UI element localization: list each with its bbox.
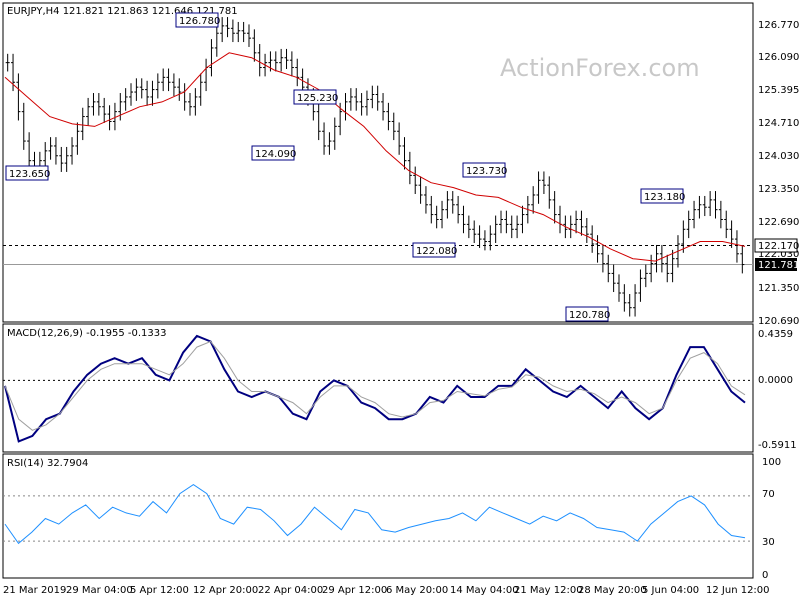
price-tick-label: 124.030 — [758, 151, 799, 162]
annotation-box — [5, 165, 49, 181]
x-tick-label: 29 Apr 12:00 — [322, 585, 387, 596]
rsi-tick-label: 70 — [762, 489, 775, 500]
annotation-text: 126.780 — [179, 16, 220, 27]
x-tick-label: 21 May 12:00 — [514, 585, 583, 596]
price-tick-label: 124.710 — [758, 118, 799, 129]
annotation-label: 123.180 — [640, 188, 685, 204]
price-tick-label: 125.395 — [758, 85, 799, 96]
price-tick-label: 126.770 — [758, 20, 799, 31]
rsi-panel-frame — [2, 453, 754, 579]
annotation-label: 126.780 — [175, 12, 220, 28]
macd-signal-line — [4, 340, 746, 431]
macd-tick-label: 0.0000 — [758, 375, 793, 386]
x-tick-label: 5 Jun 04:00 — [642, 585, 699, 596]
x-tick-label: 29 Mar 04:00 — [66, 585, 133, 596]
annotation-text: 120.780 — [569, 310, 610, 321]
annotation-box — [565, 306, 609, 322]
annotation-box — [412, 242, 456, 258]
annotation-box — [175, 12, 219, 28]
rsi-tick-label: 0 — [762, 570, 768, 581]
level-tag-text: 121.781 — [758, 260, 799, 271]
x-tick-label: 28 May 20:00 — [578, 585, 647, 596]
price-tick-label: 121.350 — [758, 283, 799, 294]
annotation-text: 122.080 — [416, 246, 457, 257]
price-tick-label: 122.690 — [758, 217, 799, 228]
price-tick-label: 122.030 — [758, 249, 799, 260]
price-tick-label: 126.090 — [758, 52, 799, 63]
x-tick-label: 22 Apr 04:00 — [258, 585, 323, 596]
level-tag-121781: 121.781 — [755, 258, 799, 271]
level-tag-122170: 122.170 — [754, 238, 799, 253]
annotation-box — [640, 188, 684, 204]
annotation-text: 123.730 — [466, 166, 507, 177]
price-tick-label: 120.690 — [758, 316, 799, 327]
macd-tick-label: 0.4359 — [758, 329, 793, 340]
x-tick-label: 14 May 04:00 — [450, 585, 519, 596]
x-tick-label: 21 Mar 2019 — [3, 585, 66, 596]
level-tag-box — [754, 238, 798, 253]
macd-panel-frame — [2, 323, 754, 453]
x-tick-label: 6 May 20:00 — [386, 585, 448, 596]
annotation-text: 124.090 — [255, 149, 296, 160]
level-tag-text: 122.170 — [758, 241, 799, 252]
level-tag-box — [755, 258, 797, 271]
annotation-box — [251, 145, 295, 161]
moving-average-line — [4, 52, 746, 262]
x-tick-label: 12 Jun 12:00 — [706, 585, 770, 596]
x-tick-label: 5 Apr 12:00 — [130, 585, 189, 596]
rsi-tick-label: 30 — [762, 537, 775, 548]
price-panel-title: EURJPY,H4 121.821 121.863 121.646 121.78… — [7, 6, 238, 17]
rsi-tick-label: 100 — [762, 457, 781, 468]
annotation-label: 125.230 — [293, 89, 338, 105]
price-tick-label: 123.350 — [758, 184, 799, 195]
annotation-label: 123.730 — [462, 162, 507, 178]
annotation-label: 123.650 — [5, 165, 50, 181]
annotation-text: 123.650 — [9, 169, 50, 180]
annotation-box — [462, 162, 506, 178]
x-tick-label: 12 Apr 20:00 — [193, 585, 258, 596]
rsi-panel-title: RSI(14) 32.7904 — [7, 458, 88, 469]
annotation-text: 123.180 — [644, 192, 685, 203]
annotation-box — [293, 89, 337, 105]
watermark: ActionForex.com — [500, 54, 700, 82]
annotation-label: 120.780 — [565, 306, 610, 322]
macd-panel-title: MACD(12,26,9) -0.1955 -0.1333 — [7, 328, 167, 339]
rsi-line — [4, 483, 746, 545]
annotation-label: 124.090 — [251, 145, 296, 161]
annotation-label: 122.080 — [412, 242, 457, 258]
annotation-text: 125.230 — [297, 93, 338, 104]
macd-tick-label: -0.5911 — [758, 440, 797, 451]
price-panel-frame — [2, 2, 754, 323]
